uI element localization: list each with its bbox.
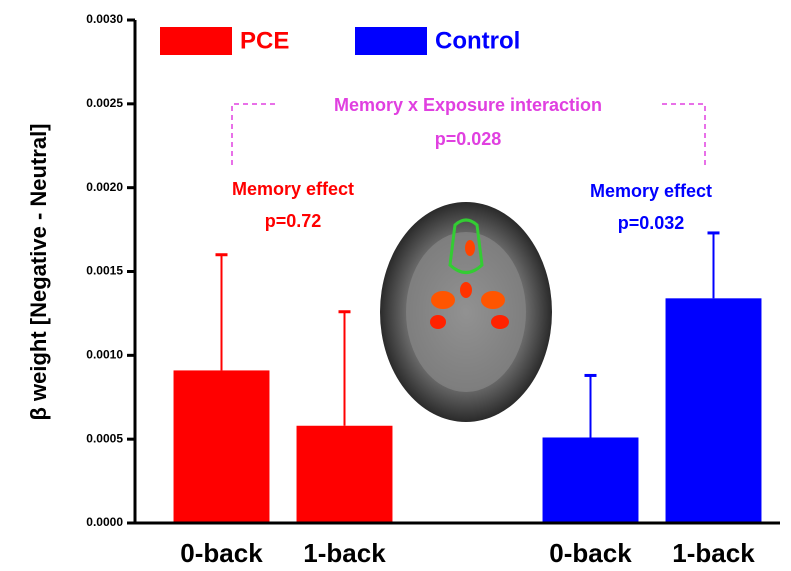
y-tick-label: 0.0025 [86,96,123,110]
y-tick-label: 0.0015 [86,264,123,278]
y-tick-label: 0.0030 [86,12,123,26]
brain-image [380,202,552,422]
annotation: p=0.028 [435,129,502,149]
y-tick-label: 0.0020 [86,180,123,194]
legend-label: Control [435,27,520,54]
x-tick-label: 1-back [303,538,386,568]
x-tick-label: 0-back [549,538,632,568]
x-tick-label: 0-back [180,538,263,568]
legend-swatch [355,27,427,55]
annotation: p=0.032 [618,213,685,233]
bar [665,298,762,523]
annotation: Memory x Exposure interaction [334,95,602,115]
y-tick-label: 0.0005 [86,431,123,445]
bracket [231,103,706,165]
y-axis-label: β weight [Negative - Neutral] [26,123,51,420]
bar [542,437,639,523]
y-tick-label: 0.0010 [86,348,123,362]
bar [173,370,270,523]
legend-label: PCE [240,27,289,54]
annotation: Memory effect [232,179,354,199]
annotation: Memory effect [590,181,712,201]
legend-swatch [160,27,232,55]
y-tick-label: 0.0000 [86,515,123,529]
annotation: p=0.72 [265,211,322,231]
x-tick-label: 1-back [672,538,755,568]
bar [296,425,393,523]
